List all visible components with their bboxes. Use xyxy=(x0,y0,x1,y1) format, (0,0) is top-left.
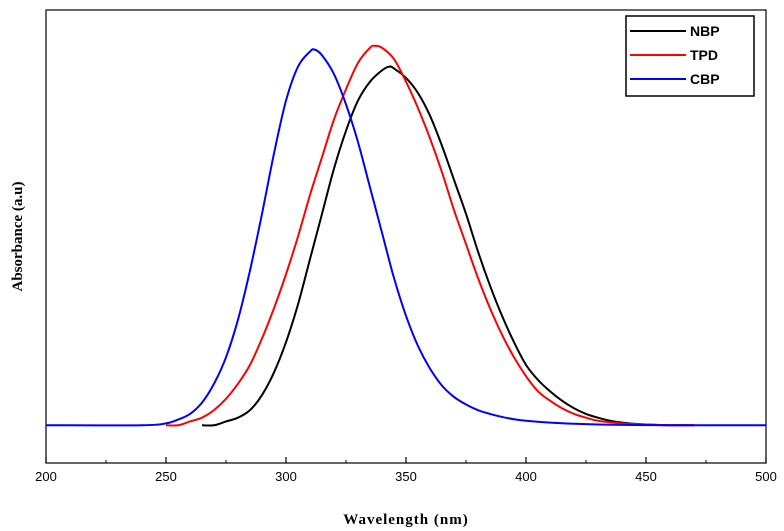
series-line-tpd xyxy=(165,44,695,427)
series-line-cbp xyxy=(45,48,766,427)
legend: NBP TPD CBP xyxy=(625,15,755,97)
series-line-nbp xyxy=(201,65,695,427)
x-axis-title: Wavelength (nm) xyxy=(343,512,468,528)
x-tick-label: 500 xyxy=(755,469,777,484)
x-tick-label: 200 xyxy=(35,469,57,484)
x-tick-label: 300 xyxy=(275,469,297,484)
x-tick-label: 250 xyxy=(155,469,177,484)
x-axis: 200 250 300 350 400 450 500 xyxy=(35,457,777,484)
x-tick-label: 400 xyxy=(515,469,537,484)
legend-label-tpd: TPD xyxy=(690,47,718,63)
legend-label-nbp: NBP xyxy=(690,23,720,39)
x-tick-label: 350 xyxy=(395,469,417,484)
y-axis-title: Absorbance (a.u) xyxy=(10,181,26,291)
x-tick-label: 450 xyxy=(635,469,657,484)
legend-label-cbp: CBP xyxy=(690,71,720,87)
series-lines xyxy=(45,44,766,427)
